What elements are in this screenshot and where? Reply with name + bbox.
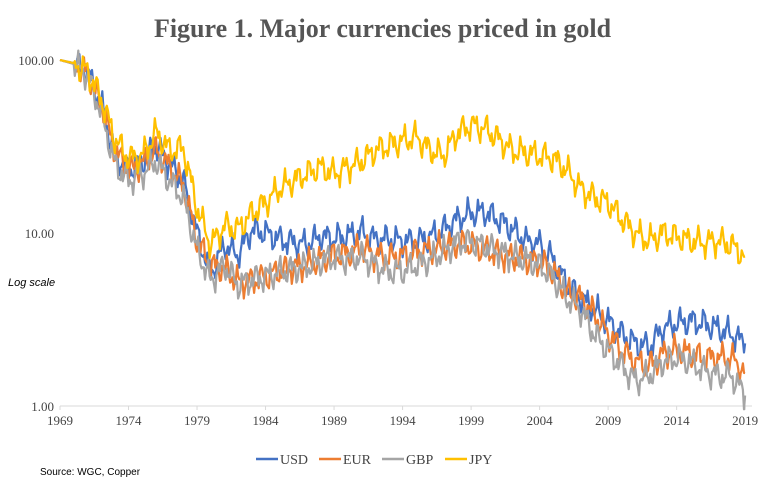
x-tick-label: 1974	[116, 413, 143, 428]
y-tick-label: 1.00	[31, 399, 54, 414]
scale-note: Log scale	[8, 277, 56, 289]
legend-label-eur: EUR	[343, 453, 372, 468]
source-note: Source: WGC, Copper	[40, 467, 141, 478]
x-tick-label: 1984	[253, 413, 280, 428]
x-tick-label: 1979	[184, 413, 210, 428]
series-line-gbp	[59, 49, 747, 411]
y-tick-label: 10.00	[25, 226, 54, 241]
x-tick-label: 2014	[664, 413, 691, 428]
x-tick-label: 2019	[732, 413, 758, 428]
x-tick-label: 1989	[321, 413, 347, 428]
y-tick-label: 100.00	[18, 53, 54, 68]
x-tick-label: 2004	[527, 413, 554, 428]
x-tick-label: 2009	[595, 413, 621, 428]
chart-title: Figure 1. Major currencies priced in gol…	[153, 14, 612, 43]
x-tick-label: 1994	[390, 413, 417, 428]
series-line-eur	[59, 56, 746, 386]
series-line-jpy	[59, 55, 746, 265]
legend-label-jpy: JPY	[469, 453, 492, 468]
series-line-usd	[59, 53, 747, 357]
legend-label-usd: USD	[280, 453, 308, 468]
x-tick-label: 1969	[47, 413, 73, 428]
legend-label-gbp: GBP	[406, 453, 433, 468]
x-tick-label: 1999	[458, 413, 484, 428]
